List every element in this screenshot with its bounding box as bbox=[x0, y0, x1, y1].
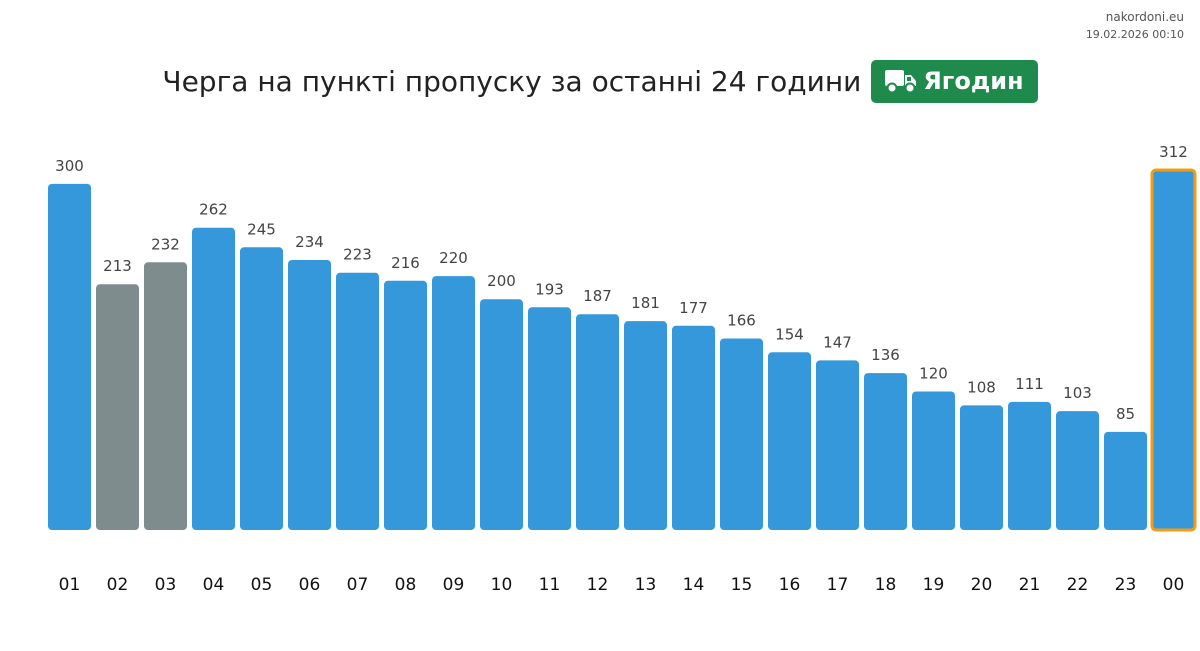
tick-label-01: 01 bbox=[59, 575, 81, 595]
tick-label-20: 20 bbox=[971, 575, 993, 595]
chart-title: Черга на пункті пропуску за останні 24 г… bbox=[162, 64, 862, 98]
bar-07 bbox=[336, 272, 379, 530]
value-label-22: 103 bbox=[1063, 384, 1092, 402]
bar-19 bbox=[912, 391, 955, 530]
bar-09 bbox=[432, 276, 475, 530]
tick-label-18: 18 bbox=[875, 575, 897, 595]
site-name: nakordoni.eu bbox=[1105, 10, 1184, 24]
tick-label-02: 02 bbox=[107, 575, 129, 595]
value-label-15: 166 bbox=[727, 311, 756, 329]
bar-00 bbox=[1150, 168, 1197, 532]
tick-label-15: 15 bbox=[731, 575, 753, 595]
tick-label-05: 05 bbox=[251, 575, 273, 595]
bar-13 bbox=[624, 321, 667, 530]
value-label-14: 177 bbox=[679, 299, 708, 317]
value-label-20: 108 bbox=[967, 378, 996, 396]
tick-label-14: 14 bbox=[683, 575, 705, 595]
bar-06 bbox=[288, 260, 331, 530]
value-label-04: 262 bbox=[199, 201, 228, 219]
value-label-21: 111 bbox=[1015, 375, 1044, 393]
bar-04 bbox=[192, 227, 235, 530]
bar-16 bbox=[768, 352, 811, 530]
truck-icon bbox=[885, 68, 917, 94]
site-info: nakordoni.eu 19.02.2026 00:10 bbox=[1086, 9, 1184, 43]
checkpoint-badge: Ягодин bbox=[871, 59, 1038, 103]
bar-10 bbox=[480, 299, 523, 530]
bar-21 bbox=[1008, 401, 1051, 530]
value-label-00: 312 bbox=[1159, 143, 1188, 161]
tick-label-22: 22 bbox=[1067, 575, 1089, 595]
value-label-19: 120 bbox=[919, 365, 948, 383]
value-label-10: 200 bbox=[487, 272, 516, 290]
bar-05 bbox=[240, 247, 283, 531]
chart-header: Черга на пункті пропуску за останні 24 г… bbox=[0, 58, 1200, 104]
value-label-05: 245 bbox=[247, 220, 276, 238]
bar-08 bbox=[384, 280, 427, 530]
bar-12 bbox=[576, 314, 619, 530]
tick-label-03: 03 bbox=[155, 575, 177, 595]
bar-17 bbox=[816, 360, 859, 530]
tick-label-06: 06 bbox=[299, 575, 321, 595]
tick-label-08: 08 bbox=[395, 575, 417, 595]
tick-label-19: 19 bbox=[923, 575, 945, 595]
bar-15 bbox=[720, 338, 763, 530]
value-label-18: 136 bbox=[871, 346, 900, 364]
tick-label-12: 12 bbox=[587, 575, 609, 595]
bar-18 bbox=[864, 373, 907, 530]
value-label-13: 181 bbox=[631, 294, 660, 312]
bar-02 bbox=[96, 284, 139, 530]
value-label-03: 232 bbox=[151, 235, 180, 253]
bar-01 bbox=[48, 183, 91, 530]
tick-label-11: 11 bbox=[539, 575, 561, 595]
tick-label-23: 23 bbox=[1115, 575, 1137, 595]
tick-label-09: 09 bbox=[443, 575, 465, 595]
tick-label-07: 07 bbox=[347, 575, 369, 595]
value-label-06: 234 bbox=[295, 233, 324, 251]
value-label-12: 187 bbox=[583, 287, 612, 305]
bar-23 bbox=[1104, 431, 1147, 530]
bar-22 bbox=[1056, 411, 1099, 530]
bar-14 bbox=[672, 325, 715, 530]
value-label-16: 154 bbox=[775, 325, 804, 343]
tick-label-13: 13 bbox=[635, 575, 657, 595]
bar-03 bbox=[144, 262, 187, 530]
value-label-11: 193 bbox=[535, 280, 564, 298]
value-label-09: 220 bbox=[439, 249, 468, 267]
value-label-07: 223 bbox=[343, 246, 372, 264]
tick-label-00: 00 bbox=[1163, 575, 1185, 595]
bar-11 bbox=[528, 307, 571, 530]
timestamp: 19.02.2026 00:10 bbox=[1085, 28, 1184, 41]
value-label-17: 147 bbox=[823, 333, 852, 351]
value-label-08: 216 bbox=[391, 254, 420, 272]
tick-label-10: 10 bbox=[491, 575, 513, 595]
checkpoint-name: Ягодин bbox=[923, 67, 1024, 95]
tick-label-16: 16 bbox=[779, 575, 801, 595]
bar-20 bbox=[960, 405, 1003, 530]
value-label-02: 213 bbox=[103, 257, 132, 275]
value-label-01: 300 bbox=[55, 157, 84, 175]
tick-label-04: 04 bbox=[203, 575, 225, 595]
tick-label-17: 17 bbox=[827, 575, 849, 595]
tick-label-21: 21 bbox=[1019, 575, 1041, 595]
value-label-23: 85 bbox=[1116, 405, 1135, 423]
